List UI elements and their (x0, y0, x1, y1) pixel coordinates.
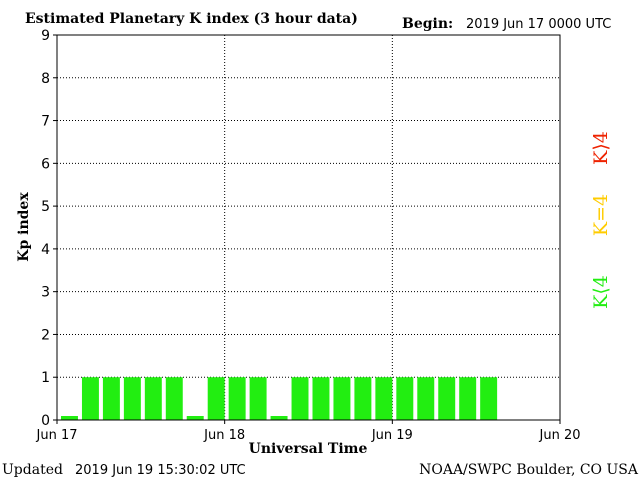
kp-bar (480, 377, 498, 420)
kp-bar (333, 377, 351, 420)
kp-bar (144, 377, 162, 420)
kp-bar (61, 416, 78, 420)
x-tick-label: Jun 18 (203, 428, 245, 443)
y-tick-label: 5 (41, 199, 50, 215)
y-tick-label: 2 (41, 327, 50, 343)
legend-k-less-4: K⟨4 (590, 275, 612, 309)
x-axis-label: Universal Time (249, 441, 368, 457)
legend-k-greater-4: K⟩4 (590, 131, 612, 165)
kp-bar (102, 377, 120, 420)
kp-bar (165, 377, 183, 420)
kp-bar (228, 377, 246, 420)
y-axis-label: Kp index (16, 192, 32, 262)
kp-bar (417, 377, 435, 420)
y-tick-label: 6 (41, 156, 50, 172)
x-tick-label: Jun 19 (371, 428, 413, 443)
kp-bar (123, 377, 141, 420)
kp-bar (249, 377, 267, 420)
kp-bar (396, 377, 414, 420)
x-tick-label: Jun 20 (539, 428, 581, 443)
begin-label: Begin: (402, 16, 453, 32)
kp-bar (375, 377, 393, 420)
plot-frame (56, 34, 561, 421)
y-tick-label: 3 (41, 285, 50, 301)
kp-bar (438, 377, 456, 420)
y-tick-label: 8 (41, 71, 50, 87)
kp-bar (312, 377, 330, 420)
kp-bar (81, 377, 99, 420)
y-tick-label: 0 (41, 413, 50, 429)
kp-bar (186, 416, 204, 420)
kp-bar (354, 377, 372, 420)
updated-label: Updated (2, 462, 63, 478)
y-tick-label: 1 (41, 370, 50, 386)
y-tick-label: 9 (41, 28, 50, 44)
legend-k-equal-4: K=4 (590, 194, 612, 236)
kp-bar (459, 377, 477, 420)
kp-bar (270, 416, 288, 420)
x-tick-label: Jun 17 (36, 428, 78, 443)
begin-value: 2019 Jun 17 0000 UTC (466, 17, 611, 32)
y-tick-label: 4 (41, 242, 50, 258)
y-tick-label: 7 (41, 114, 50, 130)
source-credit: NOAA/SWPC Boulder, CO USA (419, 462, 639, 478)
chart-title: Estimated Planetary K index (3 hour data… (25, 11, 358, 27)
kp-bar (291, 377, 309, 420)
kp-bar (207, 377, 225, 420)
updated-value: 2019 Jun 19 15:30:02 UTC (75, 463, 246, 478)
